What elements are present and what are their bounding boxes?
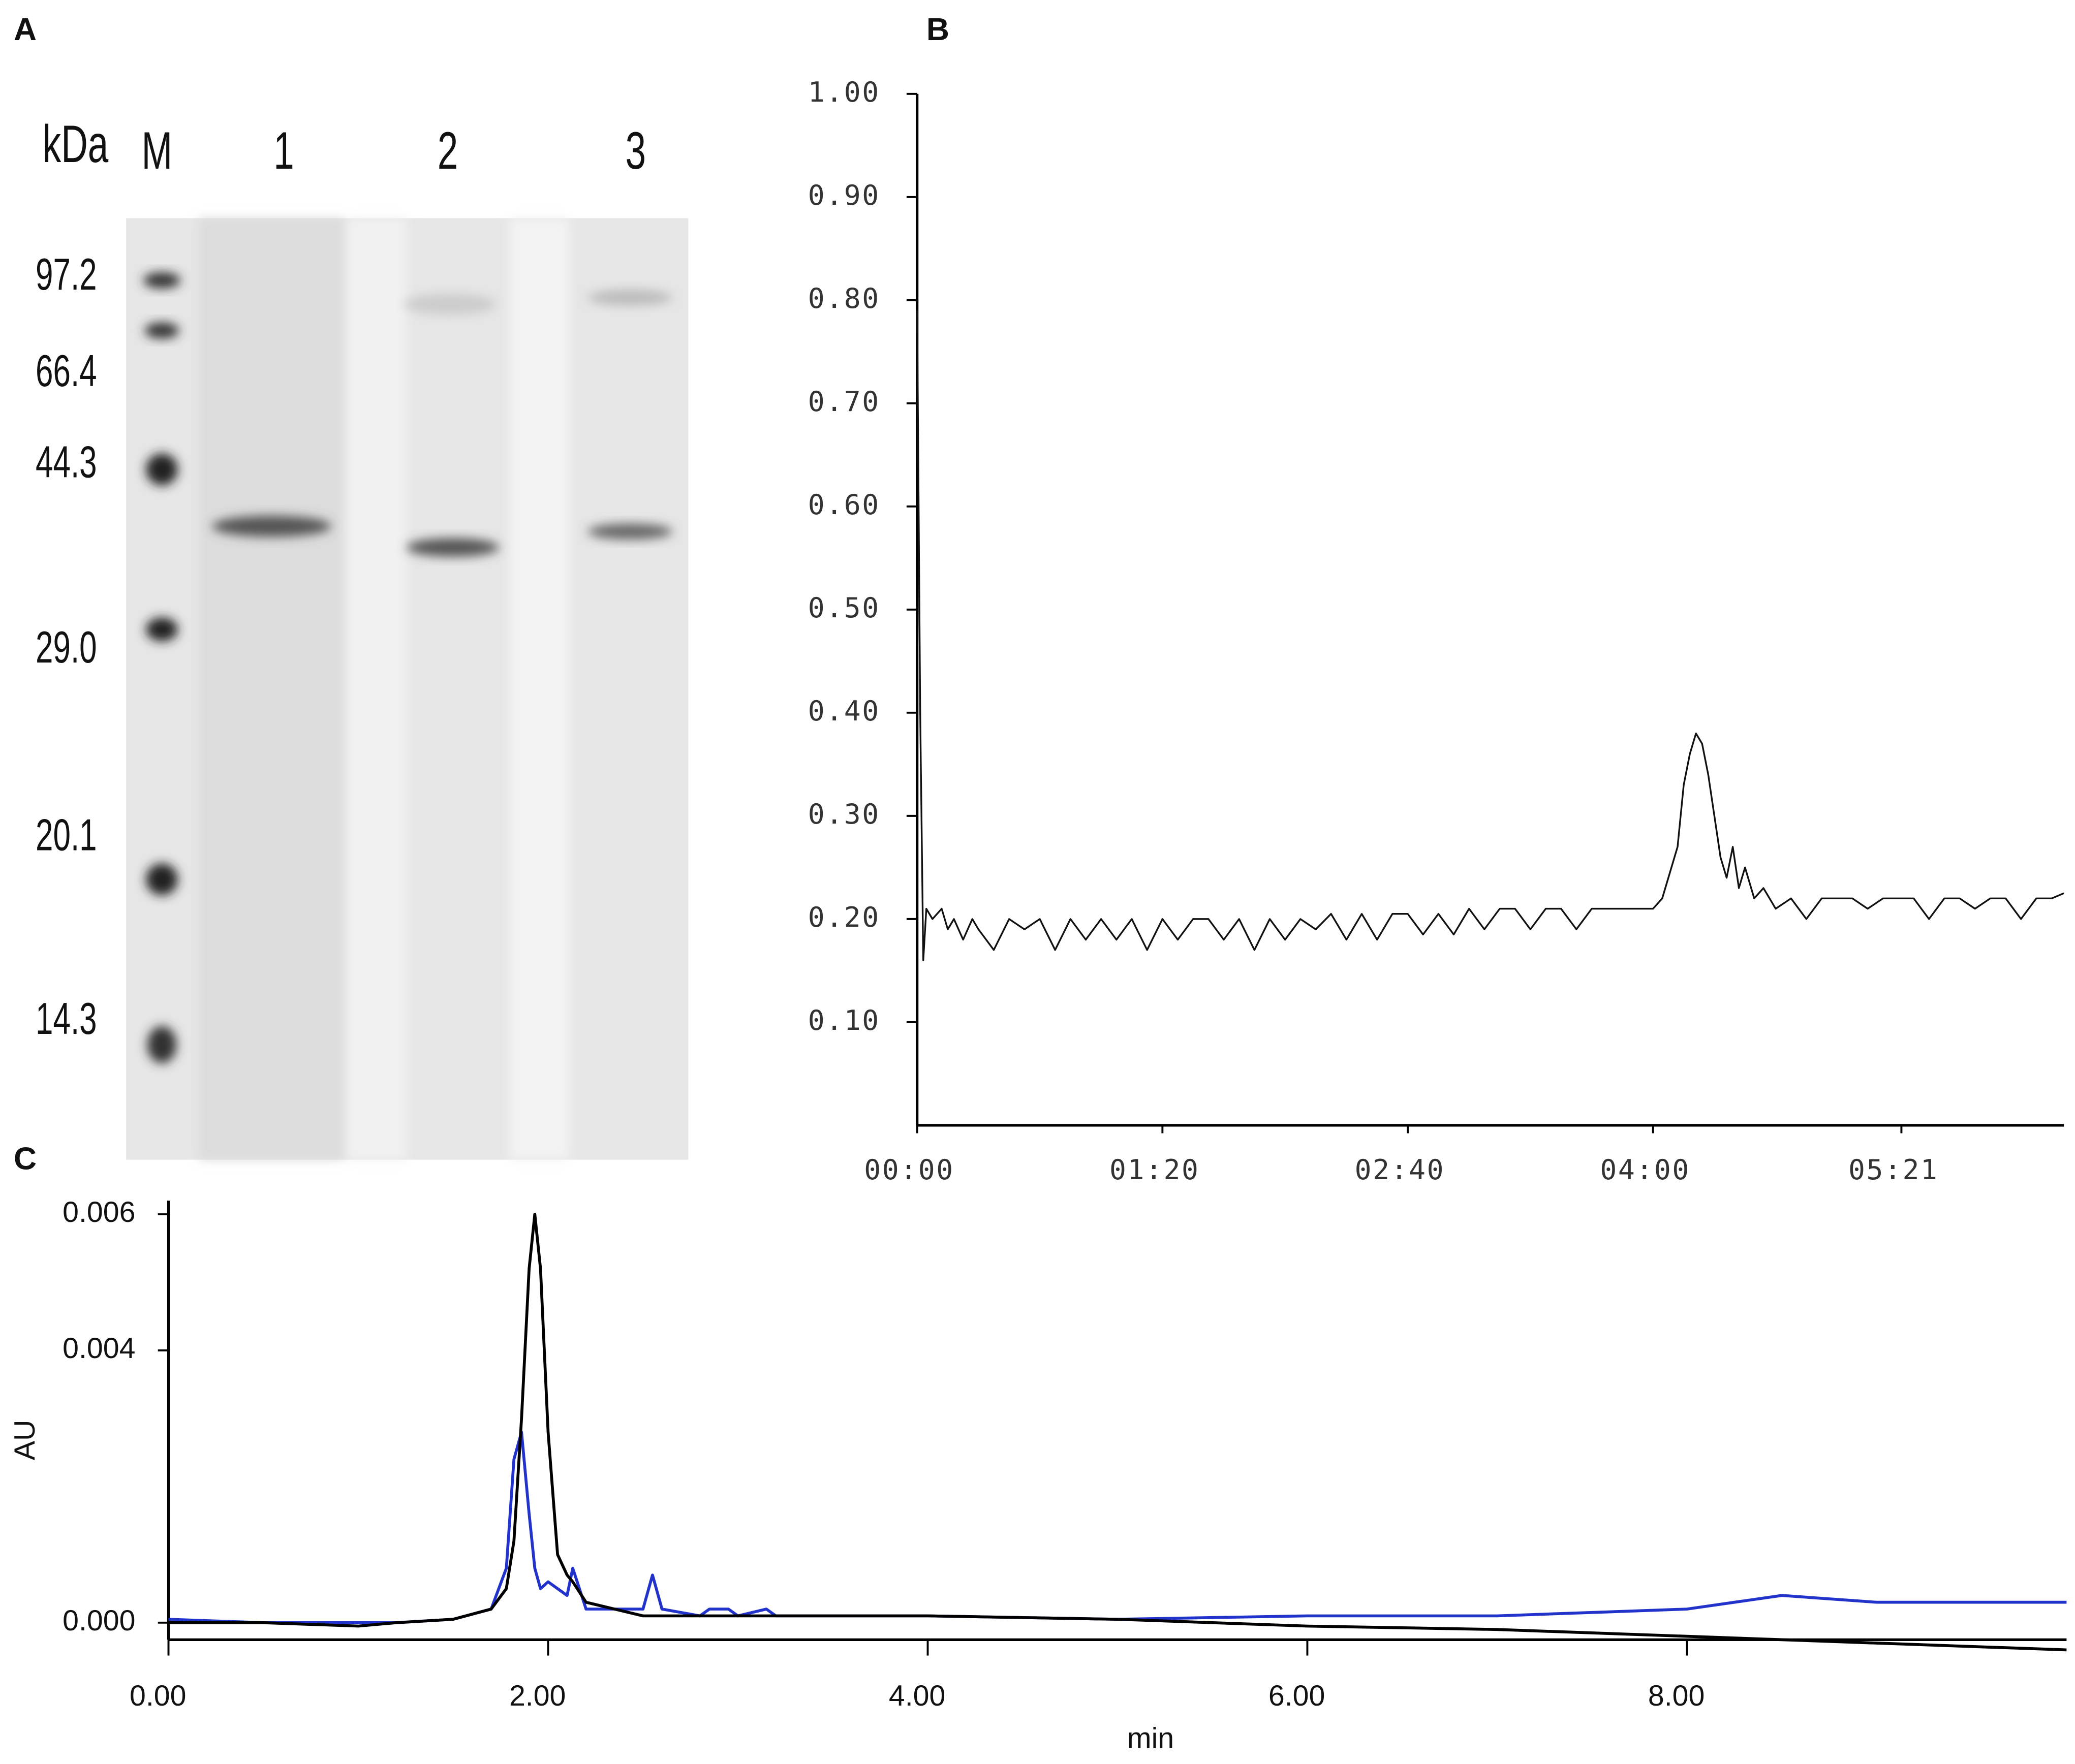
data-line — [168, 1213, 2067, 1652]
y-tick-label: 1.00 — [808, 76, 880, 108]
x-tick-label: 2.00 — [509, 1680, 566, 1712]
marker-label: 14.3 — [36, 994, 97, 1044]
x-tick-label: 05:21 — [1848, 1153, 1939, 1186]
y-tick-label: 0.006 — [63, 1196, 135, 1228]
y-tick-label: 0.004 — [63, 1332, 135, 1365]
y-tick-label: 0.20 — [808, 901, 880, 933]
x-tick-label: 04:00 — [1600, 1153, 1690, 1186]
panel-label: C — [14, 1141, 37, 1177]
gel-image — [126, 218, 689, 1160]
x-tick-label: 02:40 — [1355, 1153, 1445, 1186]
marker-label: 29.0 — [36, 622, 97, 672]
y-tick-label: 0.80 — [808, 282, 880, 314]
y-tick-label: 0.50 — [808, 591, 880, 624]
y-tick-label: 0.000 — [63, 1604, 135, 1637]
marker-label: 20.1 — [36, 810, 97, 860]
y-axis-label: AU — [9, 1420, 41, 1461]
y-tick-label: 0.90 — [808, 179, 880, 211]
x-tick-label: 8.00 — [1648, 1680, 1705, 1712]
lane-label: 3 — [626, 121, 646, 180]
x-tick-label: 6.00 — [1268, 1680, 1325, 1712]
unit-label: kDa — [43, 115, 109, 174]
marker-label: 66.4 — [36, 346, 97, 396]
y-tick-label: 0.30 — [808, 798, 880, 830]
panel-label: B — [926, 12, 949, 47]
y-tick-label: 0.40 — [808, 695, 880, 727]
x-tick-label: 00:00 — [864, 1153, 954, 1186]
marker-label: 97.2 — [36, 249, 97, 299]
panel-label: A — [14, 12, 37, 47]
x-tick-label: 01:20 — [1109, 1153, 1200, 1186]
y-tick-label: 0.10 — [808, 1004, 880, 1036]
x-axis-label: min — [1127, 1722, 1174, 1754]
lane-label: M — [142, 121, 173, 180]
y-tick-label: 0.70 — [808, 385, 880, 418]
lane-label: 1 — [273, 121, 294, 180]
y-tick-label: 0.60 — [808, 488, 880, 521]
x-tick-label: 0.00 — [130, 1680, 186, 1712]
data-line — [168, 1430, 2067, 1624]
lane-label: 2 — [438, 121, 458, 180]
x-tick-label: 4.00 — [889, 1680, 945, 1712]
marker-label: 44.3 — [36, 437, 97, 487]
data-line — [916, 310, 2064, 961]
